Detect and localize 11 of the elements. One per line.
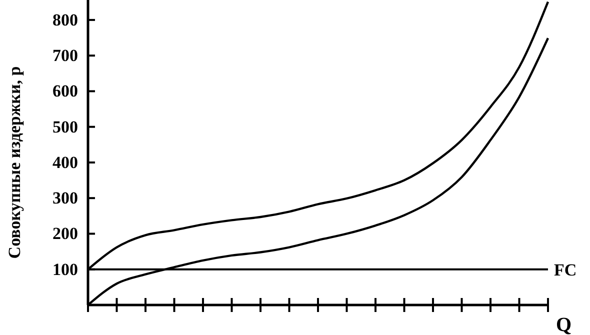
y-tick-label: 400 bbox=[52, 152, 78, 172]
ref-line-label: FC bbox=[554, 260, 577, 280]
y-tick-label: 500 bbox=[52, 117, 78, 136]
y-tick-label: 600 bbox=[52, 82, 78, 101]
y-tick-label: 700 bbox=[52, 46, 78, 66]
x-axis-title: Q bbox=[556, 314, 572, 335]
y-tick-label: 100 bbox=[52, 260, 78, 279]
y-tick-label: 200 bbox=[52, 224, 78, 244]
y-axis-title: Совокупные издержки, р bbox=[5, 66, 24, 259]
y-tick-label: 800 bbox=[52, 10, 78, 30]
y-tick-label: 300 bbox=[52, 188, 78, 208]
